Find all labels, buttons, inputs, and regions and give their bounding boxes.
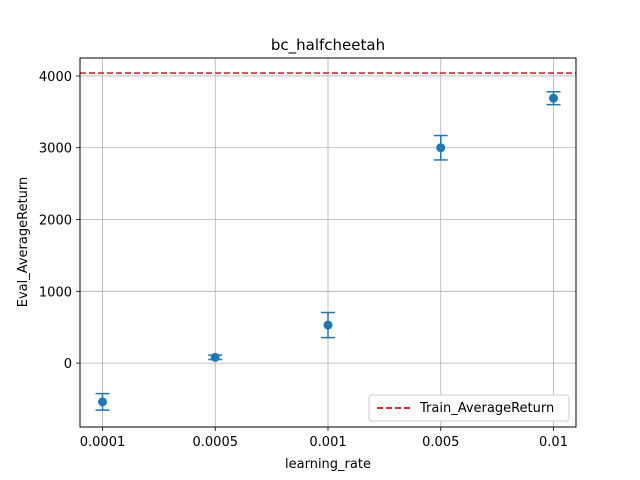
y-tick-label: 0 <box>64 357 72 372</box>
x-axis-label: learning_rate <box>285 457 371 472</box>
data-point <box>98 397 107 407</box>
data-point <box>210 352 220 362</box>
grid <box>80 58 576 427</box>
data-point <box>549 93 558 103</box>
legend-label: Train_AverageReturn <box>419 401 554 416</box>
x-tick-label: 0.005 <box>422 435 459 450</box>
x-tick-label: 0.01 <box>539 435 568 450</box>
y-axis-label: Eval_AverageReturn <box>16 177 31 308</box>
legend: Train_AverageReturn <box>368 394 570 422</box>
x-ticks: 0.0001 0.0005 0.001 0.005 0.01 <box>80 427 568 450</box>
x-tick-label: 0.0005 <box>193 435 239 450</box>
y-tick-label: 2000 <box>39 214 72 229</box>
x-tick-label: 0.001 <box>309 435 346 450</box>
data-point <box>323 320 333 330</box>
legend-box <box>368 394 570 422</box>
y-ticks: 0 1000 2000 3000 4000 <box>39 70 80 372</box>
data-marks <box>95 90 561 411</box>
y-tick-label: 4000 <box>39 70 72 85</box>
data-point <box>436 143 446 153</box>
y-tick-label: 3000 <box>39 142 72 157</box>
x-tick-label: 0.0001 <box>80 435 126 450</box>
y-tick-label: 1000 <box>39 285 72 300</box>
chart-title: bc_halfcheetah <box>271 36 385 55</box>
